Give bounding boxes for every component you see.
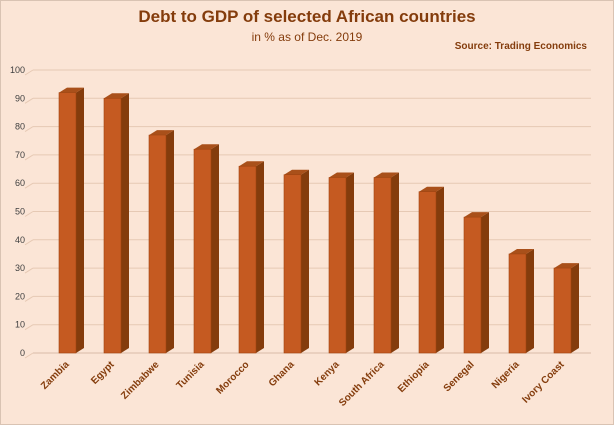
bar	[373, 177, 392, 354]
y-tick-label: 90	[15, 93, 25, 103]
bar	[418, 191, 437, 354]
y-tick-label: 40	[15, 235, 25, 245]
x-tick-label: Nigeria	[490, 359, 522, 391]
bar	[238, 165, 257, 354]
bar-side	[166, 130, 174, 353]
bar-side	[571, 263, 579, 353]
y-tick-label: 0	[20, 348, 25, 358]
grid-depth-line	[24, 69, 34, 76]
grid-depth-line	[24, 182, 34, 189]
bar-side	[436, 186, 444, 353]
bar-side	[76, 87, 84, 353]
x-tick-label: Ghana	[267, 359, 297, 389]
bar-top	[284, 169, 309, 175]
grid-depth-line	[24, 239, 34, 246]
x-tick-label: Egypt	[89, 359, 117, 387]
y-tick-label: 50	[15, 207, 25, 217]
x-tick-label: Tunisia	[175, 359, 207, 391]
x-tick-label: Zimbabwe	[119, 359, 162, 402]
bar-side	[301, 169, 309, 353]
bar-top	[59, 87, 84, 93]
bar-side	[526, 248, 534, 353]
bar-top	[239, 161, 264, 167]
x-tick-label: Kenya	[313, 359, 342, 388]
x-tick-label: Zambia	[39, 359, 72, 392]
grid-depth-line	[24, 211, 34, 217]
y-tick-label: 100	[10, 65, 25, 75]
bar-top	[509, 248, 534, 254]
x-tick-label: South Africa	[337, 359, 387, 409]
bar-side	[121, 93, 129, 354]
x-tick-label: Ivory Coast	[520, 359, 567, 406]
bar-top	[104, 93, 129, 99]
grid-depth-line	[24, 324, 34, 331]
bar-side	[211, 144, 219, 353]
bar	[553, 267, 572, 354]
x-tick-label: Senegal	[442, 359, 477, 394]
y-tick-label: 60	[15, 178, 25, 188]
bar-top	[464, 212, 489, 218]
x-tick-label: Morocco	[214, 359, 251, 396]
x-tick-label: Ethiopia	[396, 359, 432, 395]
grid-depth-line	[24, 295, 34, 302]
grid-depth-line	[24, 267, 34, 274]
y-tick-label: 80	[15, 122, 25, 132]
bar	[103, 98, 122, 354]
chart-source: Source: Trading Economics	[454, 41, 587, 52]
grid-depth-line	[24, 126, 34, 133]
grid-depth-line	[24, 97, 34, 104]
bar-top	[194, 144, 219, 150]
bar-top	[149, 130, 174, 136]
grid-depth-line	[24, 352, 34, 359]
bar-side	[391, 172, 399, 353]
bar-side	[346, 172, 354, 353]
bar	[283, 174, 302, 354]
bar-top	[329, 172, 354, 178]
bar-top	[554, 263, 579, 269]
bar	[193, 148, 212, 354]
y-tick-label: 10	[15, 320, 25, 330]
bar	[463, 216, 482, 354]
bar-top	[419, 186, 444, 192]
chart-title: Debt to GDP of selected African countrie…	[138, 7, 476, 26]
y-tick-label: 20	[15, 291, 25, 301]
bar	[148, 134, 167, 354]
bar	[328, 177, 347, 354]
bar	[58, 92, 77, 354]
grid-depth-line	[24, 154, 34, 161]
y-tick-label: 30	[15, 263, 25, 273]
y-tick-label: 70	[15, 150, 25, 160]
chart-subtitle: in % as of Dec. 2019	[251, 30, 363, 44]
bar-side	[256, 161, 264, 353]
bar-side	[481, 212, 489, 353]
bar	[508, 253, 527, 354]
bar-top	[374, 172, 399, 178]
